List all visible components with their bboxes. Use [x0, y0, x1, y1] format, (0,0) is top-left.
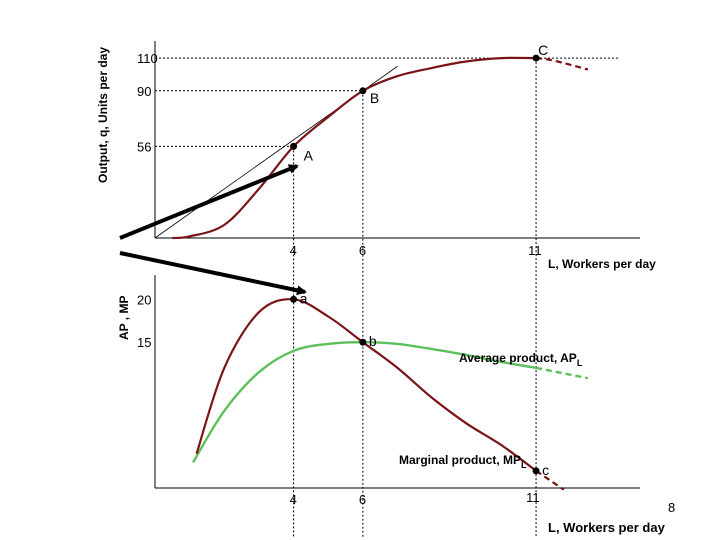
tp-point-A — [290, 142, 298, 150]
apmp-y-axis-label: AP , MP — [117, 296, 131, 340]
apmp-point-label-c: c — [542, 462, 549, 478]
tp-point-C — [532, 54, 540, 62]
apmp-point-label-a: a — [300, 290, 308, 306]
tp-x-axis-label: L, Workers per day — [548, 257, 656, 271]
apmp-y-tick-20: 20 — [137, 292, 151, 307]
total-product-curve-dashed — [535, 57, 589, 71]
arrow-to-point-A — [119, 164, 299, 240]
page-number: 8 — [668, 500, 675, 515]
apmp-x-tick-6: 6 — [359, 492, 366, 507]
apmp-point-c — [532, 467, 540, 475]
tp-x-tick-4: 4 — [290, 243, 297, 258]
marginal-product-curve-dashed — [535, 469, 565, 491]
tp-y-axis-label: Output, q, Units per day — [96, 47, 110, 183]
apmp-point-a — [290, 295, 298, 303]
average-product-curve-dashed — [535, 366, 589, 380]
apmp-point-b — [359, 338, 367, 346]
tp-y-tick-90: 90 — [137, 84, 151, 99]
tp-point-label-C: C — [538, 42, 548, 58]
tp-point-label-A: A — [304, 147, 314, 163]
marginal-product-label: Marginal product, MPL — [399, 453, 527, 470]
tp-x-tick-6: 6 — [359, 243, 366, 258]
apmp-point-label-b: b — [369, 333, 377, 349]
tp-y-tick-56: 56 — [137, 139, 151, 154]
average-product-label: Average product, APL — [459, 351, 583, 368]
apmp-x-axis-label: L, Workers per day — [548, 520, 666, 535]
arrow-to-point-a — [119, 251, 307, 296]
total-product-curve — [172, 56, 537, 240]
marginal-product-curve — [195, 298, 537, 472]
tp-y-tick-110: 110 — [137, 51, 158, 66]
tp-point-label-B: B — [370, 90, 379, 106]
tp-x-tick-11: 11 — [528, 243, 542, 258]
apmp-x-tick-4: 4 — [290, 492, 297, 507]
apmp-y-tick-15: 15 — [137, 335, 151, 350]
tp-point-B — [359, 87, 367, 95]
apmp-x-tick-11: 11 — [526, 490, 540, 505]
